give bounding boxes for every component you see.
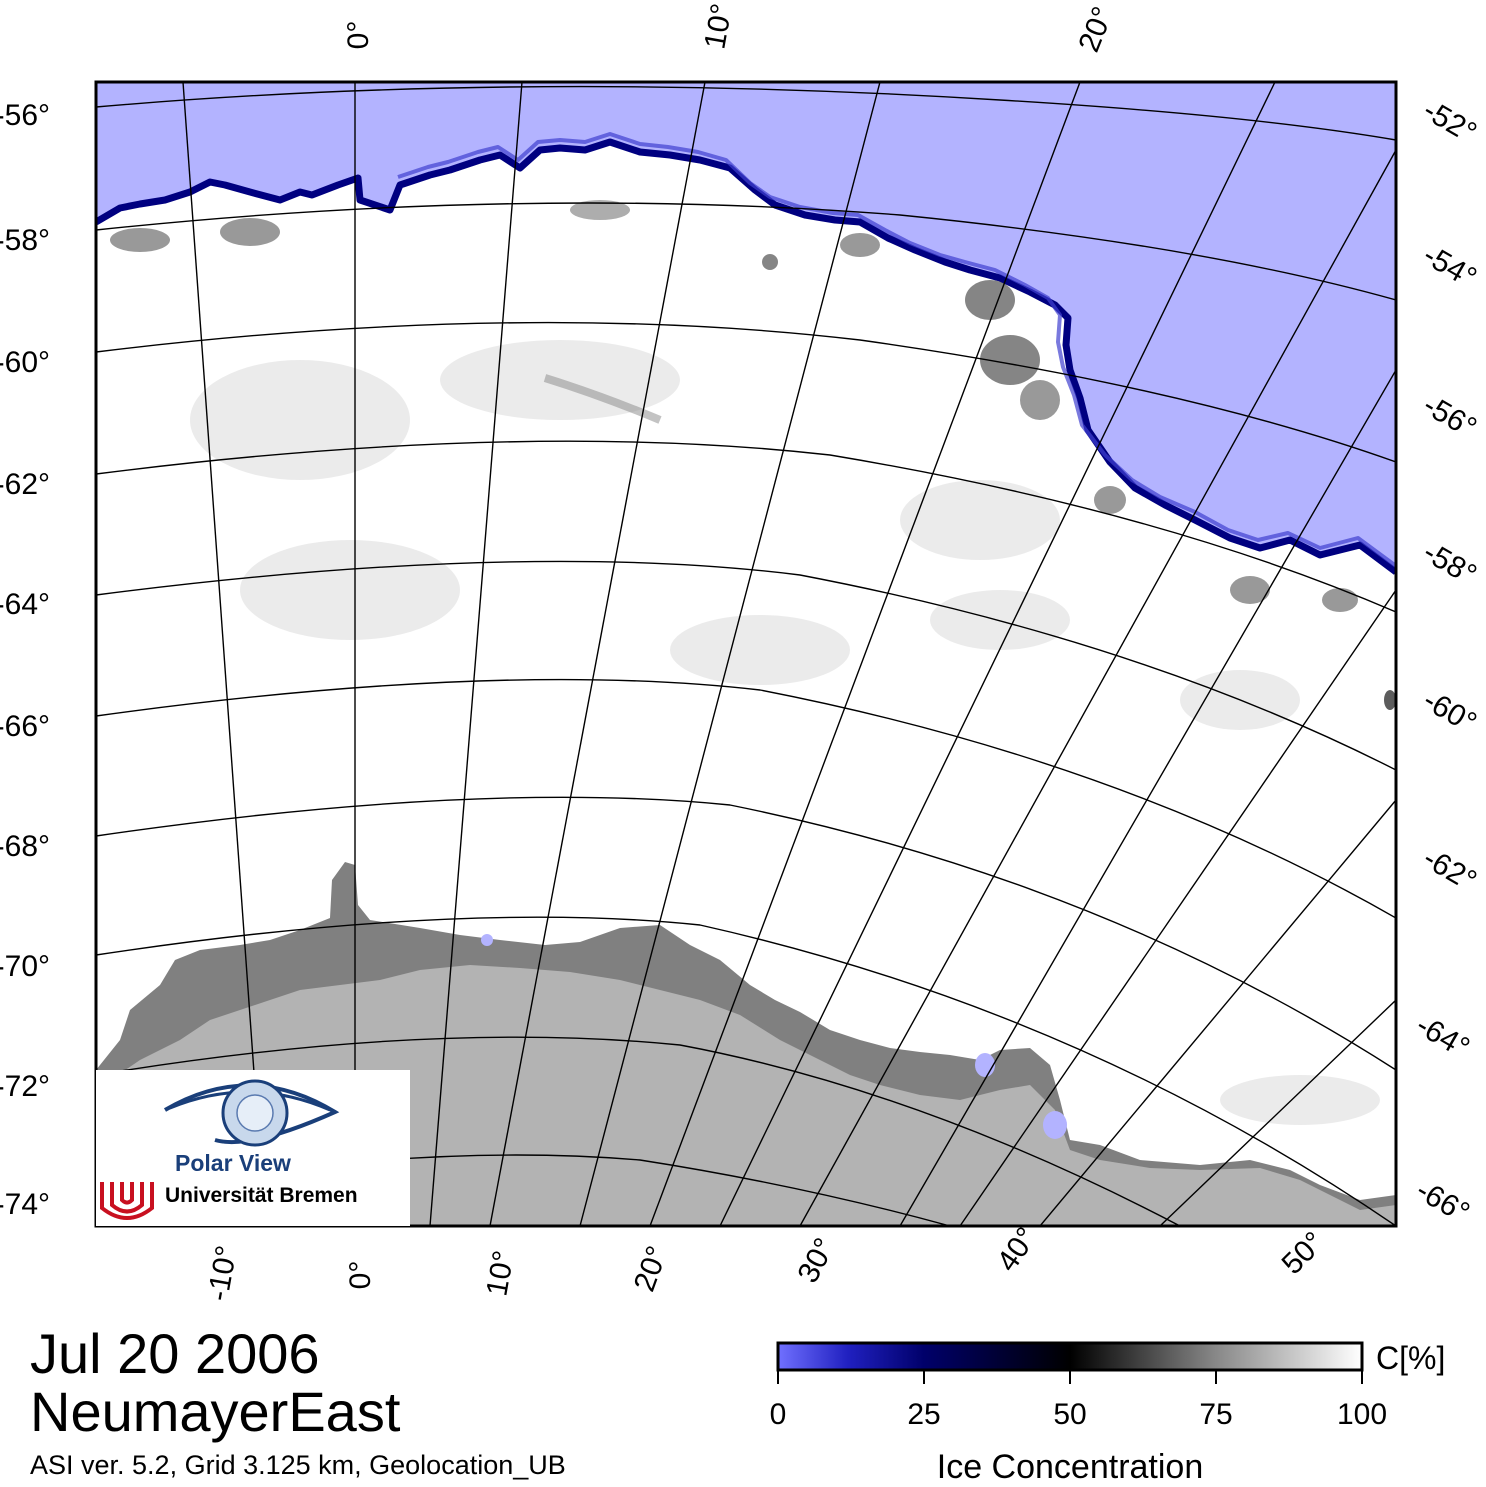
- graticule-meridians: [182, 82, 1396, 1226]
- lat-label-right: -58°: [1418, 536, 1482, 592]
- lat-label-right: -52°: [1418, 94, 1482, 150]
- lat-label-left: -60°: [0, 346, 50, 379]
- marginal-ice: [110, 200, 1396, 710]
- top-longitude-labels: 0° 10° 20°: [342, 1, 1120, 57]
- lat-label-right: -54°: [1418, 239, 1482, 295]
- info-line: ASI ver. 5.2, Grid 3.125 km, Geolocation…: [30, 1450, 566, 1480]
- polar-view-logo: [96, 1070, 410, 1226]
- open-water: [96, 82, 1396, 572]
- eye-icon: [163, 1079, 340, 1147]
- land: [96, 965, 1396, 1226]
- lon-label-bottom: -10°: [202, 1243, 244, 1303]
- lat-label-left: -58°: [0, 224, 50, 257]
- ice-edge-outer: [397, 132, 1396, 568]
- colorbar-tick: 0: [769, 1398, 787, 1431]
- logo-subtitle: Universität Bremen: [165, 1184, 358, 1207]
- lon-label-top: 0°: [342, 21, 375, 50]
- lon-label-bottom: 20°: [628, 1242, 675, 1296]
- map-frame: [94, 80, 1398, 1228]
- colorbar-tick: 50: [1053, 1398, 1087, 1431]
- left-latitude-labels: -56° -58° -60° -62° -64° -66° -68° -70° …: [0, 99, 50, 1221]
- lat-label-left: -64°: [0, 588, 50, 621]
- lat-label-right: -60°: [1418, 684, 1482, 740]
- colorbar-tick: 100: [1336, 1398, 1388, 1431]
- lat-label-right: -62°: [1418, 842, 1482, 898]
- lon-label-bottom: 30°: [791, 1233, 841, 1289]
- lat-label-left: -68°: [0, 830, 50, 863]
- lon-label-bottom: 40°: [991, 1222, 1044, 1278]
- map-date: Jul 20 2006: [30, 1322, 320, 1385]
- colorbar-gradient: [776, 1341, 1364, 1372]
- lon-label-bottom: 50°: [1276, 1226, 1331, 1281]
- lat-label-right: -66°: [1411, 1174, 1475, 1230]
- lon-label-top: 10°: [698, 1, 738, 51]
- lon-label-top: 20°: [1072, 2, 1120, 56]
- lat-label-right: -64°: [1411, 1009, 1475, 1065]
- lat-label-left: -72°: [0, 1070, 50, 1103]
- lat-label-left: -62°: [0, 468, 50, 501]
- colorbar: [776, 1341, 1364, 1384]
- lat-label-left: -74°: [0, 1188, 50, 1221]
- colorbar-title: Ice Concentration: [936, 1448, 1204, 1486]
- colorbar-tick: 75: [1199, 1398, 1233, 1431]
- university-emblem-icon: [100, 1182, 154, 1220]
- right-latitude-labels: -52° -54° -56° -58° -60° -62° -64° -66°: [1411, 94, 1482, 1230]
- logo-title: Polar View: [175, 1150, 291, 1176]
- lat-label-left: -66°: [0, 710, 50, 743]
- colorbar-unit: C[%]: [1376, 1340, 1446, 1376]
- colorbar-tick: 25: [907, 1398, 941, 1431]
- lon-label-bottom: 10°: [480, 1248, 520, 1298]
- coastal-water: [481, 934, 1067, 1139]
- lat-label-right: -56°: [1418, 389, 1482, 445]
- ice-streak: [543, 374, 662, 424]
- lat-label-left: -56°: [0, 99, 50, 132]
- lat-label-left: -70°: [0, 950, 50, 983]
- region-name: NeumayerEast: [30, 1380, 401, 1443]
- bottom-longitude-labels: -10° 0° 10° 20° 30° 40° 50°: [202, 1222, 1331, 1304]
- lon-label-bottom: 0°: [344, 1261, 377, 1290]
